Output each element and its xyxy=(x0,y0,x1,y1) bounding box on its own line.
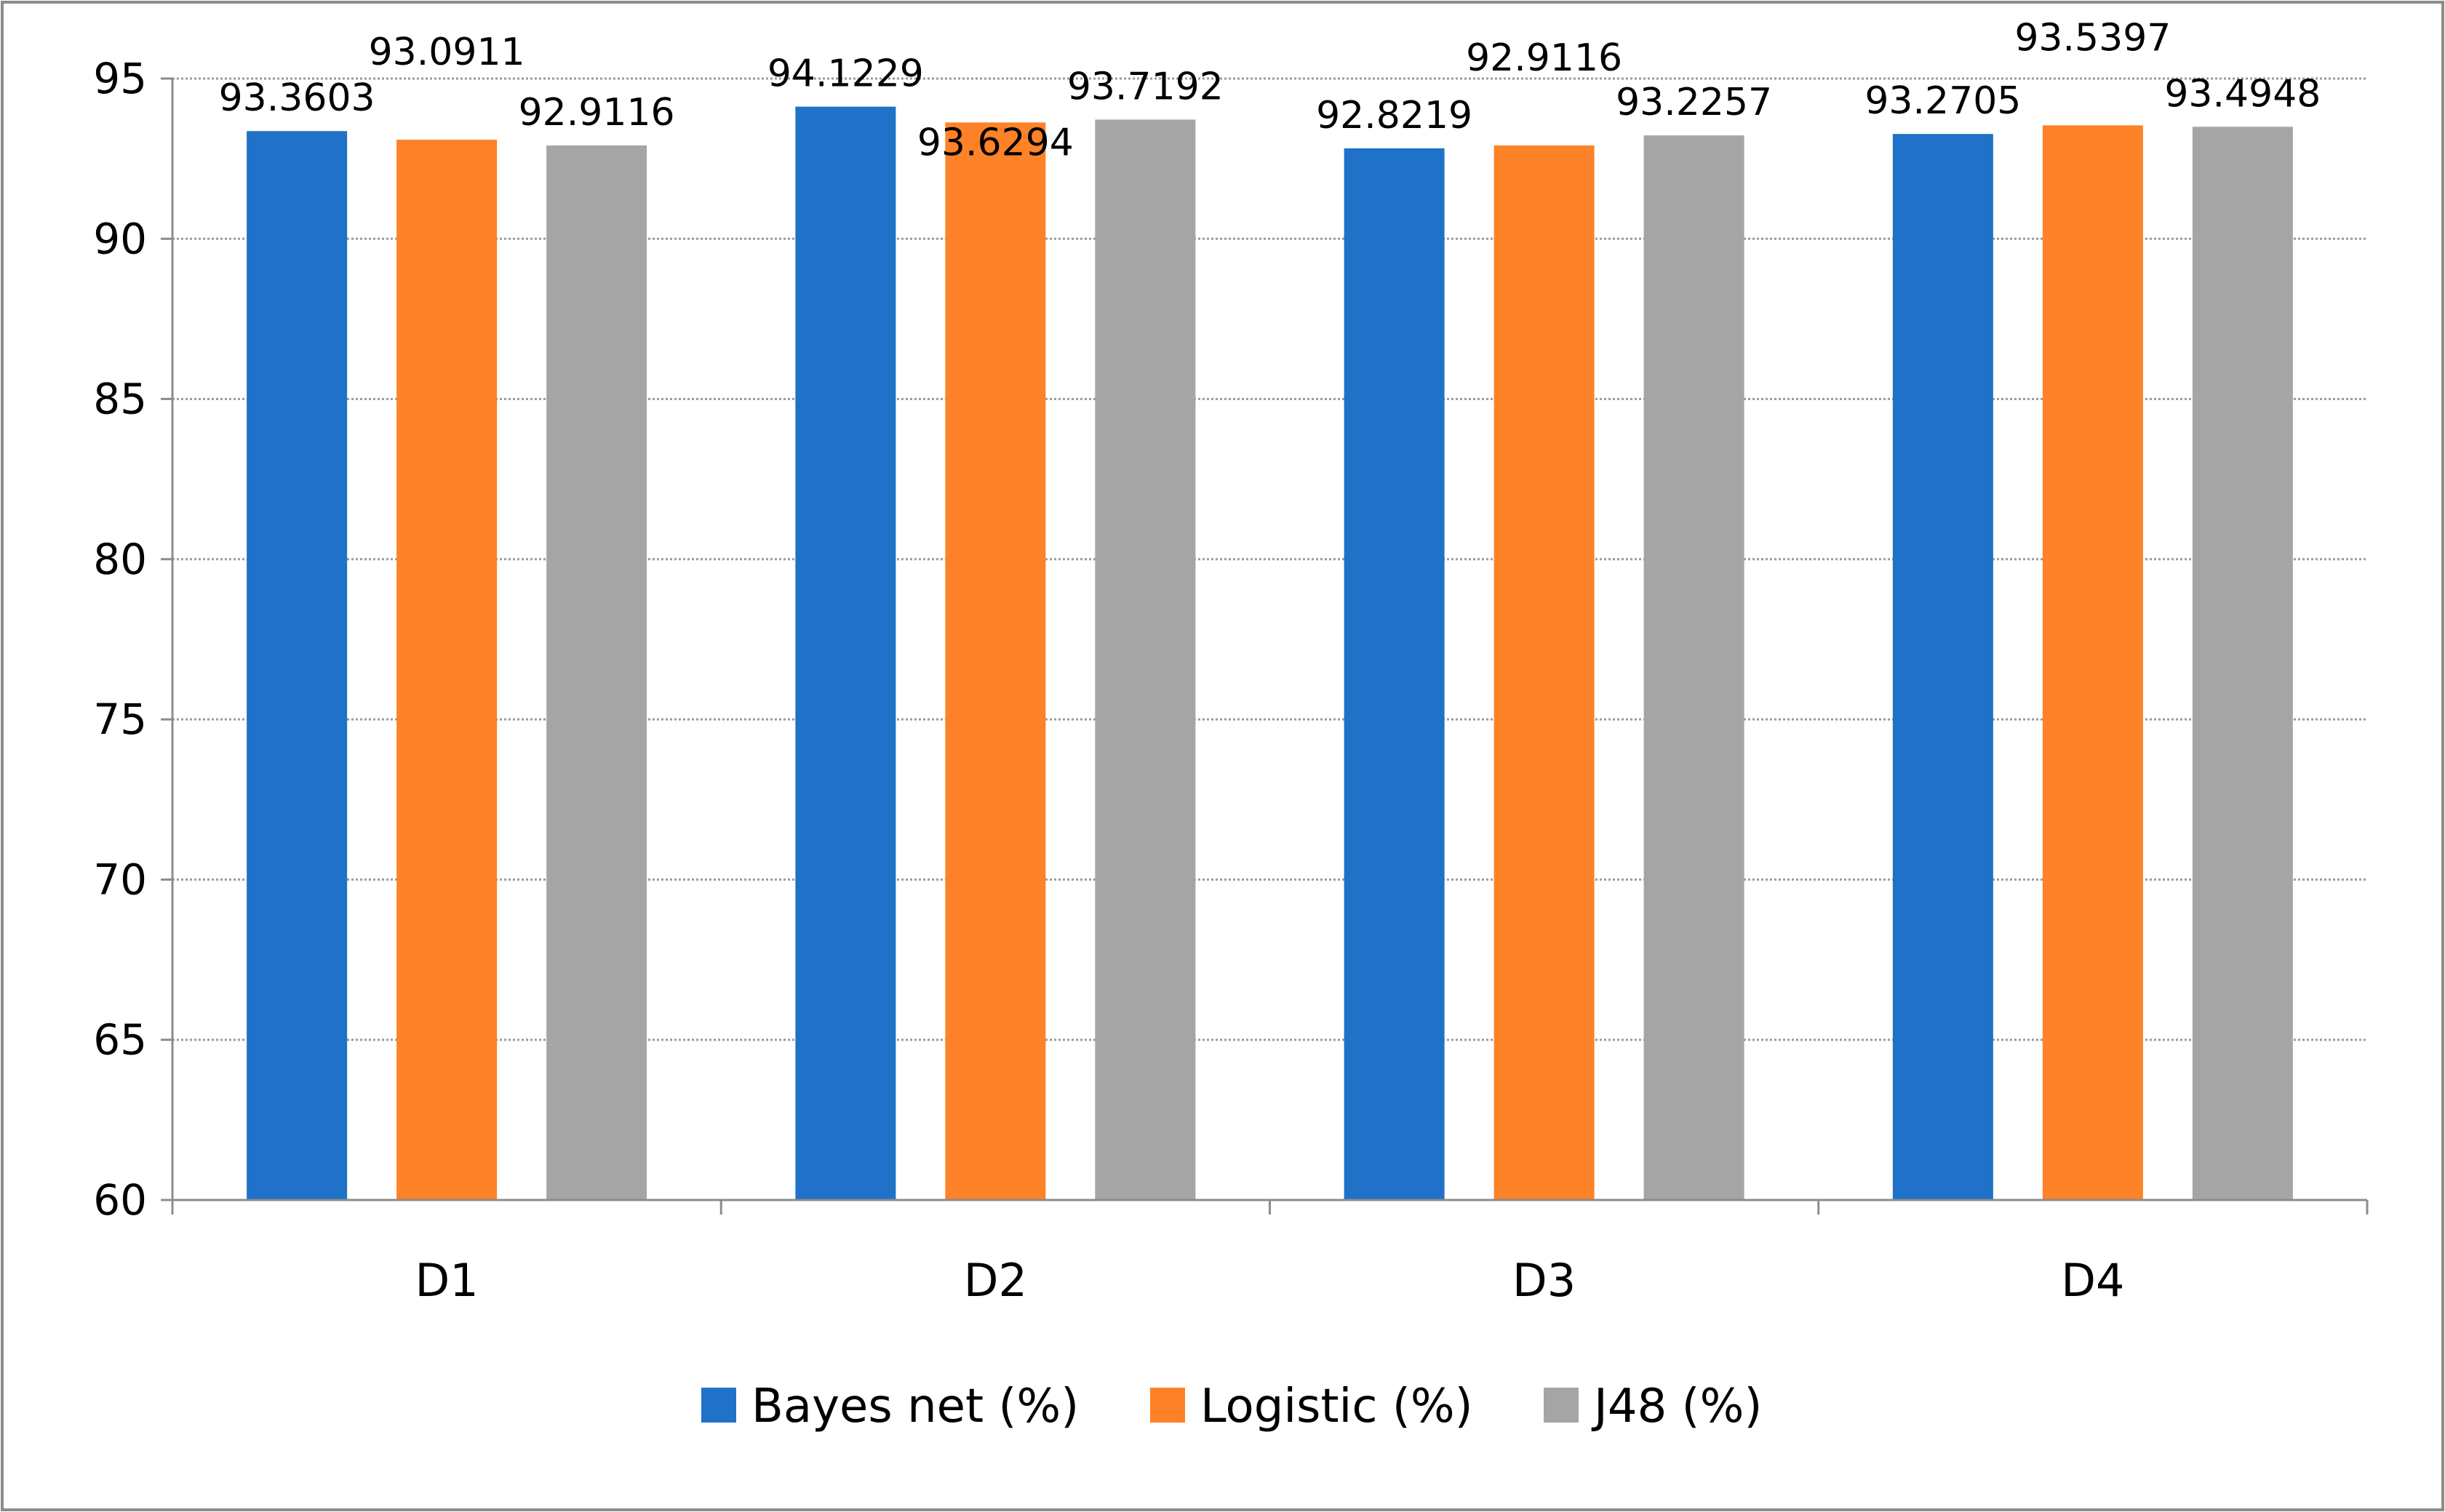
gridlines xyxy=(172,77,2367,1041)
bar xyxy=(396,140,498,1200)
x-category-label: D2 xyxy=(964,1254,1027,1307)
data-label: 93.5397 xyxy=(2014,16,2171,60)
bar xyxy=(247,131,348,1201)
data-label: 93.3603 xyxy=(219,76,375,120)
data-label: 92.9116 xyxy=(1466,36,1622,80)
bar xyxy=(2192,127,2293,1200)
legend-label: J48 (%) xyxy=(1591,1380,1762,1433)
legend-swatch xyxy=(701,1388,736,1423)
data-label: 92.8219 xyxy=(1316,94,1472,137)
legend-label: Bayes net (%) xyxy=(751,1380,1079,1433)
bar xyxy=(795,106,896,1200)
data-label: 92.9116 xyxy=(519,91,675,135)
y-tick-label: 80 xyxy=(93,535,147,584)
y-tick-label: 90 xyxy=(93,214,147,263)
legend-label: Logistic (%) xyxy=(1200,1380,1473,1433)
bars xyxy=(247,106,2293,1201)
legend: Bayes net (%) Logistic (%) J48 (%) xyxy=(701,1380,1762,1433)
y-tick-label: 95 xyxy=(93,54,147,103)
data-label: 93.7192 xyxy=(1067,65,1224,108)
bar xyxy=(1892,134,1993,1201)
bar xyxy=(945,122,1046,1200)
legend-swatch xyxy=(1544,1388,1579,1423)
y-tick-label: 85 xyxy=(93,375,147,424)
data-label: 94.1229 xyxy=(767,52,924,96)
x-category-label: D4 xyxy=(2061,1254,2124,1307)
y-tick-label: 65 xyxy=(93,1015,147,1065)
data-label: 93.0911 xyxy=(369,31,525,74)
y-tick-label: 60 xyxy=(93,1175,147,1225)
bar xyxy=(546,145,647,1201)
data-label: 93.6294 xyxy=(917,121,1074,164)
bar xyxy=(1344,148,1445,1201)
bar xyxy=(1643,135,1744,1200)
data-label: 93.2257 xyxy=(1616,81,1772,124)
x-category-label: D1 xyxy=(415,1254,479,1307)
bar xyxy=(1095,119,1196,1201)
axes: 60 65 70 75 80 85 90 95 D1 D2 D3 D4 xyxy=(93,54,2369,1307)
y-tick-label: 70 xyxy=(93,855,147,904)
data-label: 93.2705 xyxy=(1864,79,2021,123)
x-category-label: D3 xyxy=(1512,1254,1576,1307)
bar xyxy=(2042,125,2143,1200)
data-label: 93.4948 xyxy=(2164,72,2321,116)
y-tick-label: 75 xyxy=(93,695,147,744)
bar xyxy=(1493,145,1595,1201)
legend-swatch xyxy=(1150,1388,1185,1423)
